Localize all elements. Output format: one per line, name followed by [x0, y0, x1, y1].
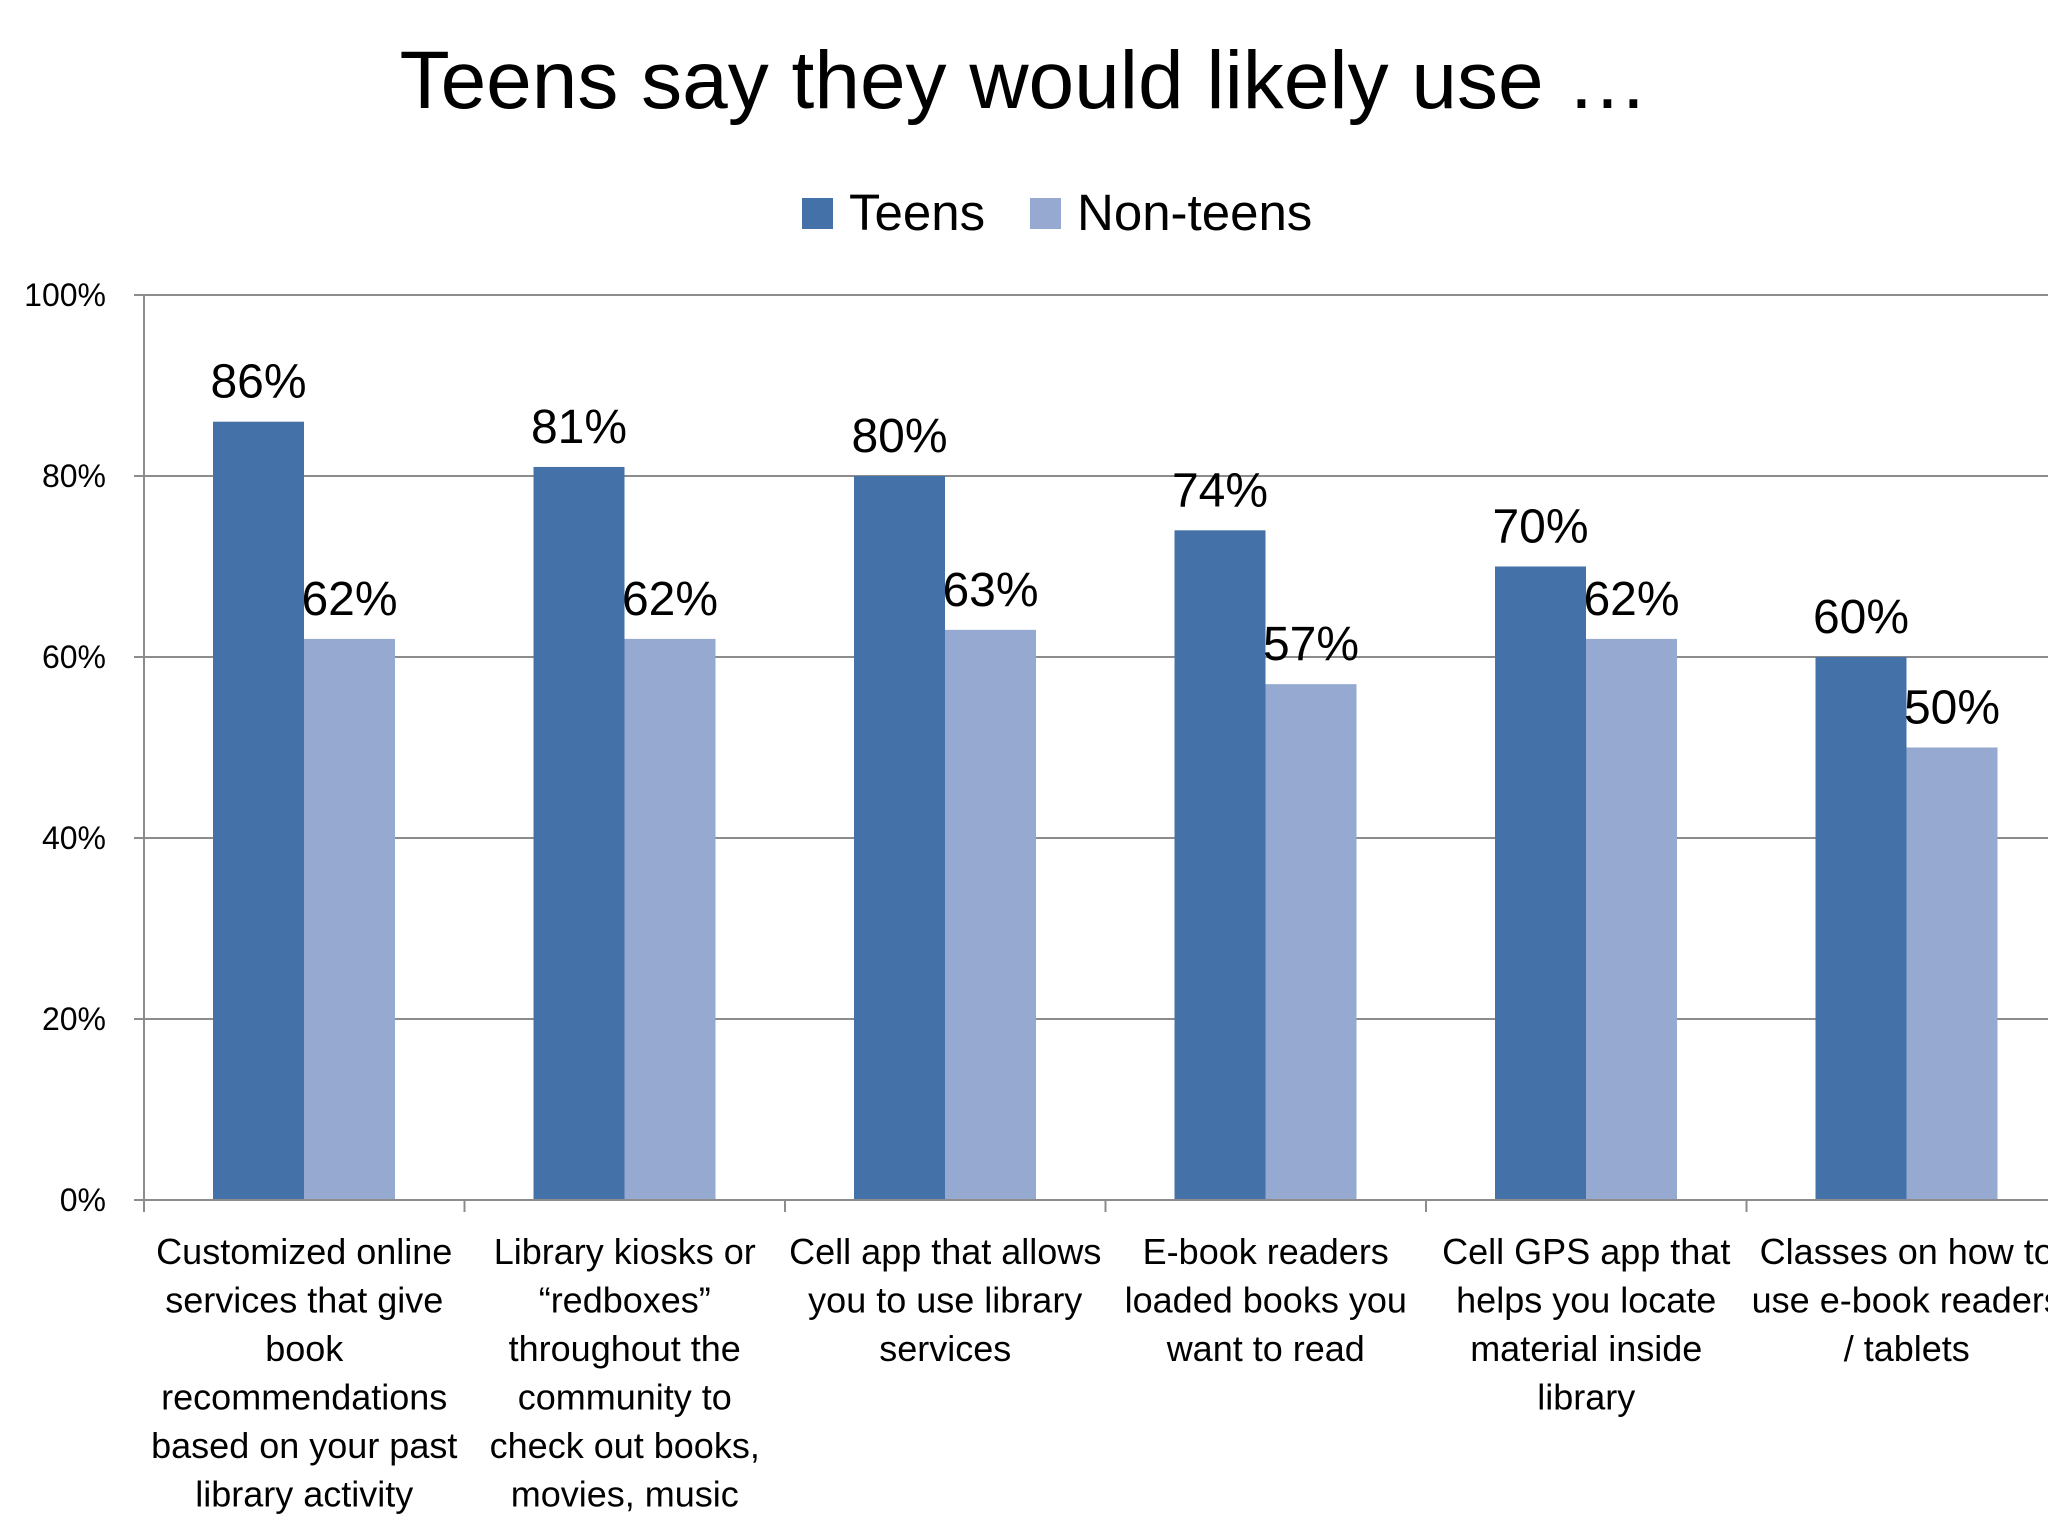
bar-non-teens — [624, 638, 716, 1200]
bar-teens — [533, 466, 625, 1200]
bar-non-teens — [1586, 638, 1677, 1200]
bar-teens — [854, 476, 945, 1200]
legend-label-non-teens: Non-teens — [1077, 184, 1312, 241]
bar-teens — [1495, 566, 1586, 1200]
y-axis-ticks: 0% 20% 40% 60% 80% 100% — [24, 277, 144, 1218]
data-label: 74% — [1172, 464, 1268, 517]
x-category-label: Customized online services that give book r… — [151, 1231, 457, 1515]
value-labels: 86% 81% 80% 74% 70% 60% 62% 62% 63% 57% 62% 50% — [210, 356, 2000, 735]
data-label: 63% — [942, 564, 1038, 617]
data-label: 50% — [1904, 682, 2000, 735]
bar-non-teens — [945, 629, 1036, 1200]
data-label: 70% — [1492, 501, 1588, 554]
data-label: 80% — [851, 410, 947, 463]
category-labels: Customized online services that give book r… — [151, 1231, 2048, 1515]
data-label: 86% — [210, 356, 306, 409]
bar-teens — [213, 421, 304, 1200]
bars — [213, 421, 1998, 1200]
y-tick-label: 20% — [42, 1001, 106, 1037]
chart-title: Teens say they would likely use … — [400, 35, 1649, 126]
data-label: 62% — [301, 573, 397, 626]
y-tick-label: 0% — [60, 1182, 106, 1218]
data-label: 62% — [622, 573, 718, 626]
legend: Teens Non-teens — [802, 184, 1312, 241]
legend-swatch-teens — [802, 198, 833, 229]
y-tick-label: 100% — [24, 277, 106, 313]
data-label: 62% — [1583, 573, 1679, 626]
bar-non-teens — [1265, 684, 1357, 1200]
y-tick-label: 40% — [42, 820, 106, 856]
x-category-label: Cell GPS app that helps you locate materia… — [1442, 1231, 1730, 1418]
x-category-label: Cell app that allows you to use library se… — [789, 1231, 1101, 1369]
bar-teens — [1174, 530, 1266, 1200]
data-label: 60% — [1813, 591, 1909, 644]
y-tick-label: 60% — [42, 639, 106, 675]
axes — [143, 295, 2048, 1212]
bar-non-teens — [1906, 747, 1998, 1200]
legend-swatch-non-teens — [1030, 198, 1061, 229]
data-label: 57% — [1263, 618, 1359, 671]
x-category-label: E-book readers loaded books you want to re… — [1125, 1231, 1407, 1369]
data-label: 81% — [531, 401, 627, 454]
bar-non-teens — [304, 638, 395, 1200]
legend-label-teens: Teens — [849, 184, 985, 241]
x-category-label: Library kiosks or “redboxes” throughout th… — [490, 1231, 760, 1515]
gridlines — [144, 294, 2048, 1020]
y-tick-label: 80% — [42, 458, 106, 494]
bar-teens — [1815, 657, 1907, 1200]
x-category-label: Classes on how to use e-book readers / tab… — [1752, 1231, 2048, 1369]
